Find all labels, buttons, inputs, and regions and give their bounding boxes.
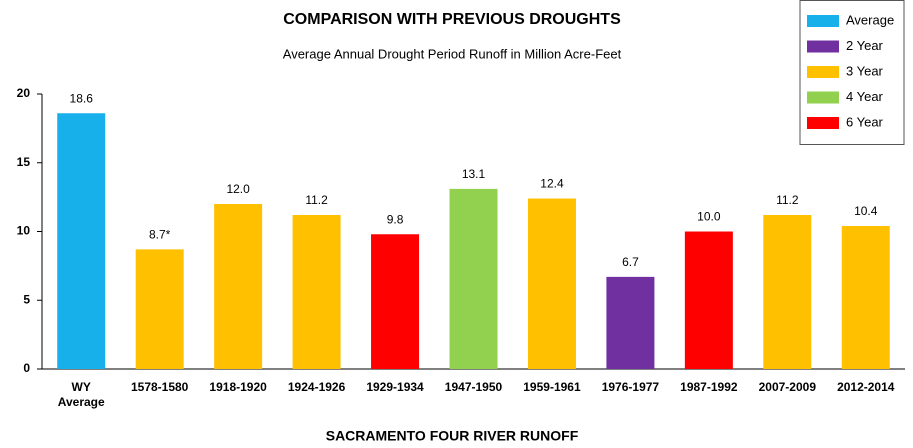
x-tick-label: 2007-2009 <box>758 380 816 394</box>
x-axis-title: SACRAMENTO FOUR RIVER RUNOFF <box>326 428 579 444</box>
legend-label: 6 Year <box>846 114 884 129</box>
value-label: 11.2 <box>776 193 799 207</box>
y-tick-label: 0 <box>23 361 30 375</box>
x-tick-label: 1987-1992 <box>680 380 738 394</box>
value-label: 12.0 <box>226 182 250 196</box>
y-tick-label: 15 <box>17 155 31 169</box>
legend-swatch <box>807 66 839 78</box>
value-label: 13.1 <box>462 167 486 181</box>
bar <box>371 234 420 369</box>
bar <box>684 231 733 369</box>
bar <box>214 204 263 369</box>
x-tick-label: 1578-1580 <box>130 380 189 394</box>
x-tick-label: 1947-1950 <box>444 380 503 394</box>
x-tick-label: 1924-1926 <box>287 380 346 394</box>
legend-label: 4 Year <box>846 89 884 104</box>
value-label: 11.2 <box>305 193 328 207</box>
bar <box>763 215 812 369</box>
x-tick-label: 1929-1934 <box>366 380 424 394</box>
bar <box>527 198 576 369</box>
legend-swatch <box>807 117 839 129</box>
bar <box>606 276 655 369</box>
bar <box>449 188 498 369</box>
value-label: 6.7 <box>622 255 639 269</box>
x-tick-label: 1976-1977 <box>601 380 660 394</box>
x-tick-label: 1918-1920 <box>209 380 267 394</box>
y-tick-label: 20 <box>17 86 31 100</box>
y-tick-label: 10 <box>17 224 31 238</box>
bar <box>135 249 184 369</box>
y-tick-label: 5 <box>23 292 30 306</box>
value-label: 8.7* <box>149 228 171 242</box>
bar <box>57 113 106 369</box>
legend-swatch <box>807 91 839 104</box>
x-tick-label: 1959-1961 <box>523 380 581 394</box>
chart-subtitle: Average Annual Drought Period Runoff in … <box>283 46 622 61</box>
legend-label: 2 Year <box>846 38 884 53</box>
value-label: 10.0 <box>697 210 721 224</box>
legend-label: Average <box>846 12 894 27</box>
bar <box>292 215 341 369</box>
chart-title: COMPARISON WITH PREVIOUS DROUGHTS <box>283 11 621 28</box>
value-label: 18.6 <box>70 91 94 105</box>
value-label: 10.4 <box>854 204 878 218</box>
x-tick-label: 2012-2014 <box>837 380 895 394</box>
bar <box>841 226 890 369</box>
value-label: 9.8 <box>387 212 404 226</box>
legend-swatch <box>807 40 839 53</box>
x-tick-label: WY Average <box>57 380 105 409</box>
legend-swatch <box>807 15 839 27</box>
value-label: 12.4 <box>540 177 564 191</box>
legend-label: 3 Year <box>846 63 884 78</box>
